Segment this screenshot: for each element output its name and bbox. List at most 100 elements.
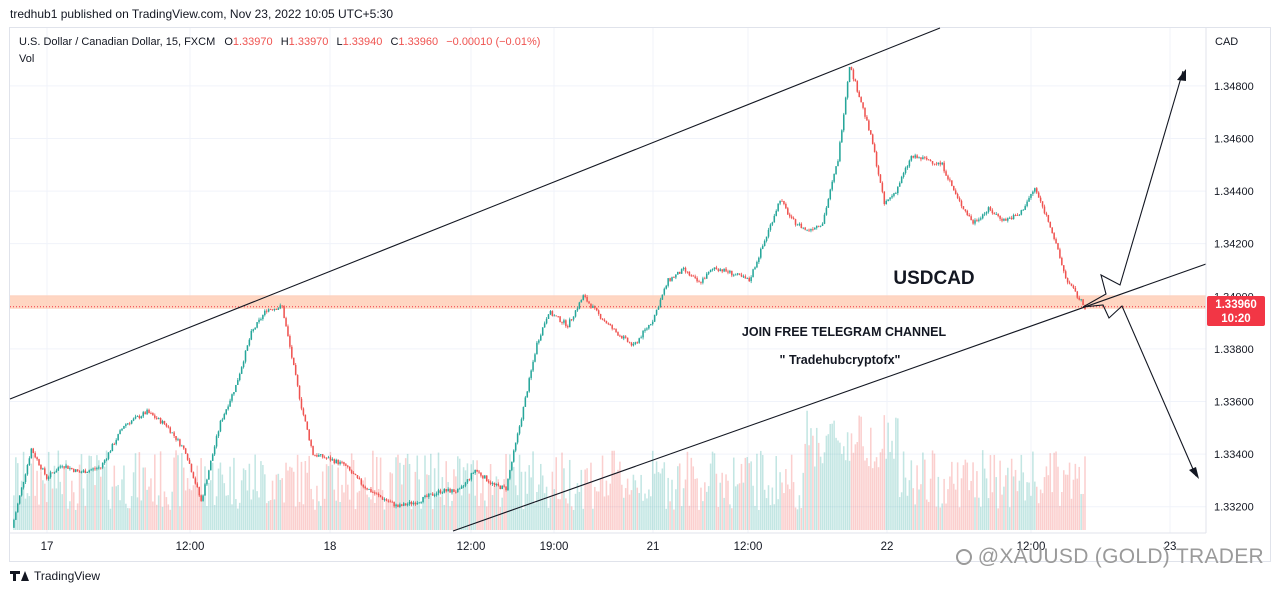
volume-bar xyxy=(387,498,390,530)
volume-bar xyxy=(1072,479,1075,530)
candle-body xyxy=(441,492,444,494)
price-axis[interactable]: 1.348001.346001.344001.342001.340001.338… xyxy=(1205,28,1254,533)
candle-body xyxy=(540,335,542,341)
candle-body xyxy=(661,294,664,300)
candle-body xyxy=(516,433,519,443)
candle-body xyxy=(910,156,913,161)
candle-body xyxy=(177,439,179,441)
candle-body xyxy=(96,468,98,470)
volume-bar xyxy=(420,508,422,530)
volume-bar xyxy=(128,508,131,530)
candle-body xyxy=(885,201,887,205)
candle-body xyxy=(314,455,316,456)
volume-bar xyxy=(748,463,750,530)
legend-high-label: H xyxy=(281,36,289,48)
chart-frame[interactable] xyxy=(9,27,1271,562)
volume-bar xyxy=(333,489,336,530)
volume-bar xyxy=(601,455,604,530)
candle-body xyxy=(549,311,552,315)
candle-body xyxy=(914,155,916,158)
candle-body xyxy=(36,457,38,460)
volume-bar xyxy=(794,507,797,530)
volume-bar xyxy=(138,452,141,530)
candle-body xyxy=(167,426,170,428)
candle-body xyxy=(354,474,357,475)
arrow-down-path xyxy=(1082,304,1197,477)
volume-bar xyxy=(136,497,139,530)
candle-body xyxy=(974,220,976,224)
volume-bar xyxy=(732,457,735,530)
candle-body xyxy=(734,274,737,276)
volume-bar xyxy=(1061,492,1063,530)
camera-icon xyxy=(955,549,972,565)
volume-bar xyxy=(760,450,762,530)
time-tick-label: 21 xyxy=(647,541,660,553)
candle-body xyxy=(485,475,488,482)
candle-body xyxy=(949,179,951,181)
volume-bar xyxy=(370,499,372,530)
volume-bar xyxy=(269,500,272,530)
volume-bar xyxy=(42,480,44,530)
candle-body xyxy=(522,406,525,420)
volume-bar xyxy=(275,474,278,530)
volume-bar xyxy=(250,499,253,530)
volume-bar xyxy=(1047,475,1050,530)
candle-body xyxy=(925,157,928,160)
candle-body xyxy=(902,173,905,177)
candle-body xyxy=(868,120,870,131)
volume-bar xyxy=(335,500,337,530)
volume-bar xyxy=(987,498,990,530)
candle-body xyxy=(646,328,648,330)
volume-bar xyxy=(512,466,515,530)
volume-bar xyxy=(72,492,75,530)
channel-upper-line xyxy=(9,27,941,400)
candle-body xyxy=(601,318,604,320)
candle-body xyxy=(952,185,955,191)
volume-bar xyxy=(605,480,608,530)
candle-body xyxy=(318,455,320,457)
candle-body xyxy=(727,271,729,273)
volume-bar xyxy=(321,471,324,530)
volume-bar xyxy=(352,460,355,530)
volume-bar xyxy=(32,454,35,530)
candle-body xyxy=(590,303,592,308)
legend-low-label: L xyxy=(336,36,342,48)
volume-bar xyxy=(372,450,374,530)
candle-body xyxy=(389,501,392,503)
candle-body xyxy=(736,273,739,275)
last-price-badge: 1.33960 10:20 xyxy=(1207,296,1265,326)
candle-body xyxy=(188,459,191,464)
candle-body xyxy=(1051,227,1053,234)
candle-body xyxy=(1035,188,1038,193)
candle-body xyxy=(144,412,146,415)
volume-bar xyxy=(1039,489,1042,530)
volume-bar xyxy=(989,455,992,530)
candle-body xyxy=(605,321,608,324)
candle-body xyxy=(113,444,116,445)
candlestick-chart[interactable]: U.S. Dollar / Canadian Dollar, 15, FXCM … xyxy=(0,0,1280,565)
candle-body xyxy=(1018,214,1021,216)
candle-body xyxy=(499,485,502,489)
candle-body xyxy=(636,342,639,344)
volume-bar xyxy=(215,496,218,530)
volume-bar xyxy=(94,485,96,530)
volume-bar xyxy=(578,491,581,530)
time-axis[interactable]: 17 12:00 18 12:00 19:00 21 12:00 22 12:00 23 xyxy=(10,532,1206,553)
volume-bar xyxy=(408,463,411,530)
volume-bar xyxy=(287,470,289,530)
last-price-badge-bg xyxy=(1207,296,1265,326)
volume-bar xyxy=(1001,494,1003,530)
volume-bar xyxy=(44,483,46,530)
candle-body xyxy=(111,444,114,452)
candle-body xyxy=(702,278,704,283)
candle-body xyxy=(119,430,121,435)
volume-bar xyxy=(507,487,509,530)
candle-body xyxy=(594,306,596,308)
candle-body xyxy=(1045,213,1048,216)
candle-body xyxy=(908,160,911,167)
volume-bar xyxy=(441,477,444,530)
candle-body xyxy=(798,223,801,225)
volume-bar xyxy=(675,489,677,530)
volume-bar xyxy=(509,454,511,530)
legend-close: 1.33960 xyxy=(398,36,438,48)
